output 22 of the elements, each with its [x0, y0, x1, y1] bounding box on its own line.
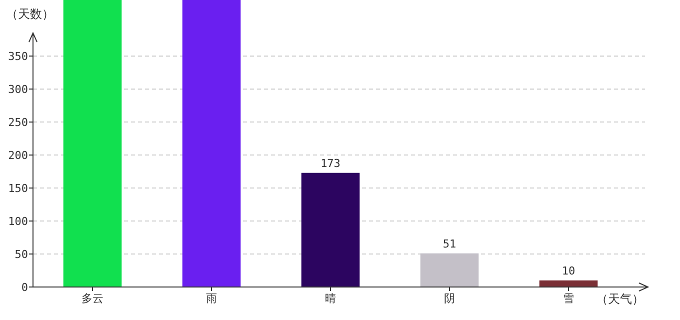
y-tick-label: 100	[8, 215, 28, 228]
bar	[301, 172, 360, 287]
y-tick-label: 150	[8, 182, 28, 196]
y-tick-label: 0	[21, 281, 28, 294]
y-tick-label: 50	[14, 248, 28, 262]
bar	[539, 280, 598, 287]
y-tick-label: 300	[8, 83, 28, 96]
y-tick-label: 250	[8, 116, 28, 130]
y-axis-title: （天数）	[6, 7, 54, 21]
x-tick-label: 阴	[444, 292, 455, 305]
x-tick-label: 多云	[82, 292, 104, 305]
x-axis-title: （天气）	[596, 292, 644, 306]
bar	[63, 0, 122, 287]
data-label: 10	[562, 264, 576, 278]
x-tick-label: 雨	[206, 292, 217, 305]
x-tick-label: 晴	[325, 292, 336, 305]
y-tick-label: 200	[8, 149, 28, 162]
x-tick-label: 雪	[563, 292, 574, 305]
data-label: 173	[320, 156, 340, 170]
bar	[182, 0, 241, 287]
data-label: 51	[442, 237, 456, 250]
y-tick-label: 350	[8, 50, 28, 64]
